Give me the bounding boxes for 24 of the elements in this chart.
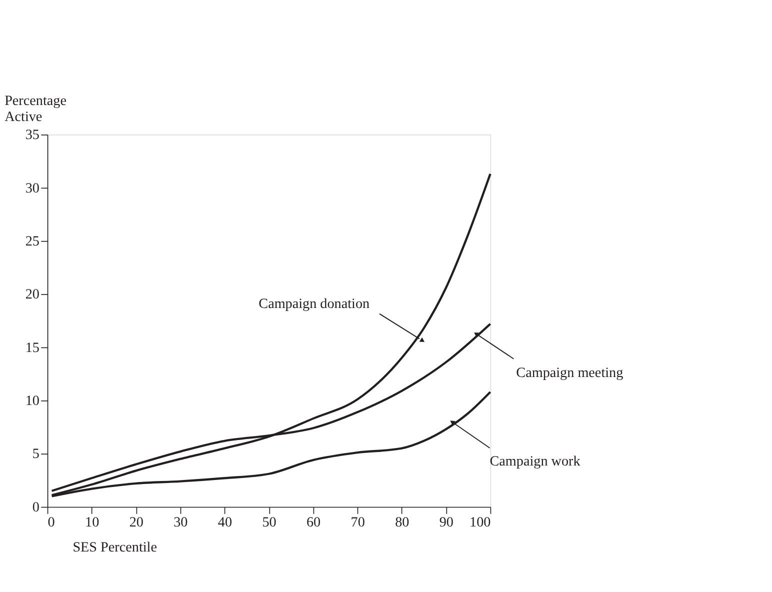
x-tick-label: 80 bbox=[395, 514, 410, 530]
x-tick-label: 90 bbox=[439, 514, 454, 530]
y-tick-label: 25 bbox=[25, 234, 40, 250]
x-tick-label: 60 bbox=[306, 514, 321, 530]
y-axis-title: Percentage Active bbox=[4, 93, 66, 125]
x-tick-label: 40 bbox=[218, 514, 232, 530]
y-tick-label: 30 bbox=[25, 180, 40, 196]
y-tick-label: 5 bbox=[32, 446, 40, 462]
annotation: Campaign meeting bbox=[516, 365, 624, 382]
x-tick-label: 100 bbox=[470, 514, 491, 530]
x-tick-label: 10 bbox=[85, 514, 100, 530]
annotation: Campaign donation bbox=[258, 296, 370, 312]
y-tick-label: 15 bbox=[25, 340, 40, 356]
annotation: Campaign work bbox=[490, 453, 582, 470]
y-tick-label: 0 bbox=[32, 499, 40, 516]
x-axis-title: SES Percentile bbox=[72, 539, 157, 556]
x-tick-label: 30 bbox=[174, 514, 188, 530]
y-tick-label: 10 bbox=[25, 393, 40, 410]
y-tick-label: 35 bbox=[25, 127, 40, 144]
y-tick-label: 20 bbox=[25, 286, 40, 303]
x-tick-label: 0 bbox=[48, 514, 55, 530]
x-tick-label: 70 bbox=[350, 514, 365, 530]
x-tick-label: 50 bbox=[262, 514, 276, 530]
x-tick-label: 20 bbox=[129, 514, 144, 530]
